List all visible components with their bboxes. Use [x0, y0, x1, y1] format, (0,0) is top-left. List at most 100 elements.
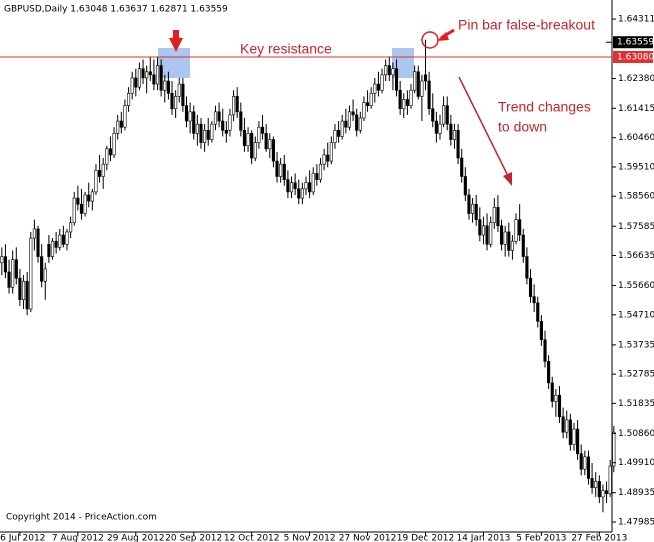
- candle-body: [478, 219, 482, 236]
- y-tick-label: 1.64311: [618, 15, 654, 25]
- candle-body: [58, 234, 62, 248]
- candle-body: [14, 259, 18, 279]
- candle-body: [384, 65, 388, 76]
- candle-body: [155, 65, 160, 85]
- candle-body: [126, 93, 131, 106]
- candle-body: [94, 170, 98, 193]
- candle-body: [572, 428, 576, 445]
- candle-body: [210, 123, 214, 140]
- candle-body: [590, 478, 594, 488]
- candle-body: [159, 65, 163, 91]
- candle-body: [43, 268, 47, 282]
- candle-body: [438, 123, 442, 134]
- y-tick-label: 1.56635: [618, 251, 654, 261]
- y-tick-label: 1.49910: [618, 458, 654, 468]
- candle-body: [420, 80, 424, 97]
- candle-body: [409, 89, 413, 106]
- candle-body: [282, 163, 286, 180]
- candle-body: [181, 83, 185, 106]
- candle-body: [528, 277, 533, 297]
- candle-body: [337, 129, 341, 137]
- candle-body: [554, 394, 558, 402]
- candle-body: [579, 453, 583, 470]
- candle-body: [398, 89, 402, 110]
- candle-body: [87, 194, 91, 202]
- candle-body: [489, 222, 493, 245]
- candle-body: [405, 99, 409, 106]
- candle-body: [532, 296, 536, 304]
- y-tick-label: 1.51835: [618, 399, 654, 409]
- y-tick-label: 1.54710: [618, 310, 654, 320]
- candle-body: [36, 228, 40, 257]
- candle-body: [239, 111, 243, 131]
- candle-body: [557, 394, 562, 418]
- arrow: [437, 32, 449, 41]
- candle-body: [467, 194, 471, 214]
- candle-body: [105, 148, 109, 165]
- candle-body: [597, 481, 601, 498]
- candle-body: [514, 219, 518, 242]
- candle-body: [605, 490, 609, 495]
- candle-body: [163, 80, 167, 91]
- candle-body: [351, 111, 355, 116]
- candle-body: [536, 302, 540, 322]
- y-tick-label: 1.53735: [618, 340, 654, 350]
- candle-body: [134, 77, 138, 88]
- x-tick-label: 19 Dec 2012: [397, 534, 455, 542]
- x-tick-label: 29 Aug 2012: [107, 534, 165, 542]
- candle-body: [29, 237, 33, 310]
- candle-body: [50, 240, 55, 257]
- candle-body: [586, 456, 591, 479]
- candle-body: [565, 419, 569, 433]
- candle-body: [583, 456, 587, 470]
- candle-body: [394, 68, 399, 91]
- candle-body: [391, 68, 395, 76]
- candle-body: [76, 197, 80, 205]
- arrow-down: [169, 38, 183, 52]
- candle-body: [434, 120, 438, 134]
- candle-body: [315, 173, 319, 180]
- candle-body: [594, 481, 598, 488]
- candle-body: [463, 176, 467, 196]
- candle-body: [217, 111, 221, 122]
- candle-body: [474, 203, 478, 220]
- candle-body: [65, 231, 69, 245]
- candle-body: [228, 114, 232, 131]
- arrow: [503, 172, 512, 186]
- candle-body: [521, 234, 525, 257]
- candle-body: [612, 431, 616, 467]
- chart-header: GBPUSD,Daily 1.63048 1.63637 1.62871 1.6…: [4, 5, 228, 15]
- candle-body: [340, 120, 344, 137]
- candle-body: [503, 231, 507, 245]
- candle-body: [297, 188, 301, 199]
- x-tick-label: 27 Feb 2013: [571, 534, 627, 542]
- candle-body: [123, 105, 127, 128]
- candle-body: [83, 194, 87, 214]
- candle-body: [184, 105, 189, 122]
- candle-body: [481, 225, 486, 236]
- y-tick-label: 1.52785: [618, 370, 654, 380]
- candle-body: [11, 259, 15, 288]
- candle-body: [264, 133, 268, 150]
- candle-body: [18, 277, 22, 301]
- y-tick-label: 1.48935: [618, 488, 654, 498]
- candle-body: [232, 96, 236, 116]
- candle-body: [326, 154, 330, 162]
- candle-body: [203, 129, 207, 143]
- candle-body: [235, 96, 239, 113]
- candle-body: [177, 83, 181, 97]
- candle-body: [199, 123, 203, 143]
- x-tick-label: 5 Nov 2012: [284, 534, 336, 542]
- candle-body: [445, 105, 449, 125]
- candle-body: [47, 243, 51, 257]
- candle-body: [0, 256, 4, 264]
- price-label-box: [613, 36, 653, 49]
- highlight-box: [158, 48, 190, 78]
- candle-body: [213, 111, 218, 125]
- candle-body: [365, 102, 370, 106]
- copyright: Copyright 2014 - PriceAction.com: [6, 513, 157, 523]
- candle-body: [550, 382, 554, 402]
- candle-body: [98, 170, 102, 177]
- candle-body: [279, 163, 283, 177]
